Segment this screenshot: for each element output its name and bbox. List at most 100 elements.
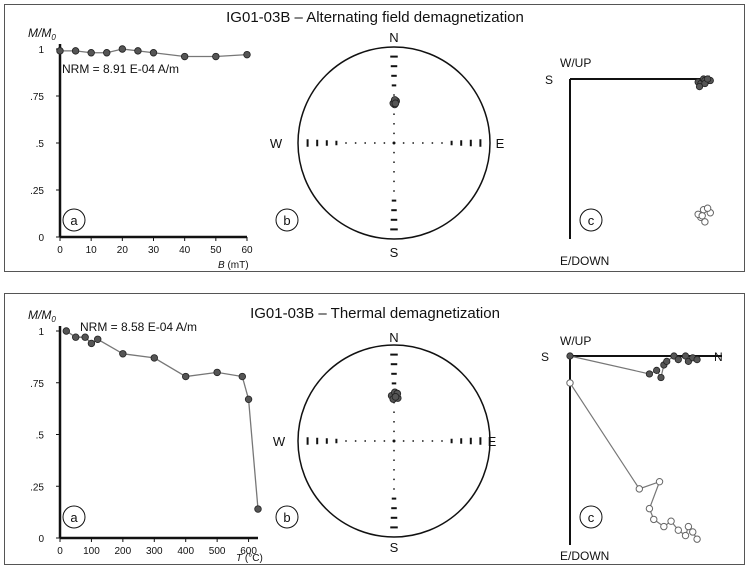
af-panel-frame	[4, 4, 745, 272]
decay-data-point	[87, 339, 96, 348]
panel-circle-a	[62, 208, 86, 232]
decay-data-point	[254, 505, 262, 513]
decay-data-point	[72, 333, 80, 341]
af-stereonet: N S W E	[270, 30, 505, 260]
decay-data-point	[119, 350, 127, 358]
zij-vertical-point	[650, 515, 658, 524]
y-tick-label: .5	[36, 431, 45, 442]
nrm-annotation: NRM = 8.91 E-04 A/m	[62, 62, 179, 76]
decay-data-point	[212, 52, 220, 61]
zij-label-s: S	[545, 73, 553, 87]
af-panel: IG01-03B – Alternating field demagnetiza…	[28, 9, 714, 271]
y-axis-label: M/M0	[28, 308, 56, 324]
x-tick-label: 20	[117, 245, 129, 256]
zij-horizontal-point	[653, 366, 661, 374]
panel-letter-b: b	[283, 510, 290, 525]
nrm-annotation: NRM = 8.58 E-04 A/m	[80, 320, 197, 334]
y-tick-label: .75	[30, 379, 44, 390]
stereonet-data-point	[391, 393, 400, 401]
zij-vertical-point	[645, 504, 654, 513]
panel-letter-a: a	[70, 213, 78, 228]
x-tick-label: 60	[241, 245, 253, 256]
zij-vertical-point	[635, 485, 644, 493]
y-tick-label: 1	[38, 327, 44, 338]
decay-data-point	[243, 50, 251, 59]
decay-data-point	[150, 354, 158, 362]
zij-label-wup: W/UP	[560, 56, 591, 70]
zij-vertical-point	[698, 212, 706, 220]
x-tick-label: 10	[86, 245, 98, 256]
zij-vertical-point	[701, 218, 709, 226]
y-tick-label: .25	[30, 482, 44, 493]
x-tick-label: 300	[146, 546, 163, 557]
y-tick-label: .5	[36, 139, 45, 150]
zij-vertical-point	[566, 379, 574, 387]
decay-data-point	[56, 47, 64, 55]
zij-label-edown: E/DOWN	[560, 254, 609, 268]
zij-horizontal-point	[695, 83, 704, 91]
zij-horizontal-point	[693, 355, 701, 364]
decay-data-point	[118, 45, 127, 53]
zij-label-edown: E/DOWN	[560, 549, 609, 563]
y-tick-label: 0	[38, 233, 44, 244]
zij-vertical-point	[689, 528, 697, 536]
decay-data-point	[81, 333, 89, 341]
stereonet-center	[392, 141, 396, 145]
x-tick-label: 500	[209, 546, 226, 557]
thermal-title: IG01-03B – Thermal demagnetization	[250, 305, 500, 322]
stereonet-label-s: S	[390, 540, 399, 555]
decay-series-line	[65, 330, 259, 510]
stereonet-center	[392, 439, 396, 443]
zij-label-n: N	[714, 350, 723, 364]
x-tick-label: 600	[240, 546, 257, 557]
zij-horizontal-point	[674, 355, 682, 364]
x-tick-label: 200	[115, 546, 132, 557]
decay-data-point	[94, 335, 102, 343]
x-tick-label: 0	[57, 546, 63, 557]
zij-vertical-point	[674, 526, 682, 534]
af-title: IG01-03B – Alternating field demagnetiza…	[226, 9, 524, 26]
panel-circle-b	[275, 505, 299, 529]
zij-horizontal-point	[657, 373, 665, 382]
panel-letter-c: c	[588, 510, 595, 525]
thermal-panel-frame	[4, 293, 745, 565]
zij-horizontal-point	[645, 370, 654, 378]
decay-data-point	[244, 395, 253, 404]
decay-data-point	[213, 368, 221, 377]
stereonet-label-n: N	[389, 330, 398, 345]
zij-vertical-point	[655, 477, 664, 486]
x-tick-label: 100	[83, 546, 100, 557]
zij-vertical-point	[660, 522, 668, 531]
stereonet-label-w: W	[273, 434, 286, 449]
zij-label-s: S	[541, 350, 549, 364]
x-axis-label: T (°C)	[236, 553, 263, 564]
decay-series-line	[60, 48, 248, 58]
thermal-panel: IG01-03B – Thermal demagnetization M/M0 0.…	[28, 305, 723, 564]
y-tick-label: 0	[38, 534, 44, 545]
decay-data-point	[103, 49, 111, 57]
x-tick-label: 40	[179, 245, 191, 256]
stereonet-circle	[297, 46, 491, 240]
zij-vertical-point	[703, 204, 712, 212]
zij-vertical-point	[681, 531, 690, 540]
x-tick-label: 30	[148, 245, 160, 256]
stereonet-label-s: S	[390, 245, 399, 260]
stereonet-label-e: E	[496, 136, 505, 151]
decay-data-point	[182, 372, 190, 381]
stereonet-circle	[297, 344, 491, 538]
panel-circle-c	[579, 208, 603, 232]
panel-letter-c: c	[588, 213, 595, 228]
zij-horizontal-point	[566, 352, 574, 360]
stereonet-data-point	[391, 99, 400, 108]
x-axis-label: B (mT)	[218, 260, 249, 271]
zij-horizontal-point	[703, 75, 712, 83]
stereonet-label-e: E	[488, 434, 497, 449]
zij-horizontal-point	[681, 352, 690, 360]
x-tick-label: 400	[177, 546, 194, 557]
stereonet-label-w: W	[270, 136, 283, 151]
zij-vertical-point	[684, 522, 693, 531]
decay-data-point	[71, 47, 80, 55]
y-axis-label: M/M0	[28, 26, 56, 42]
